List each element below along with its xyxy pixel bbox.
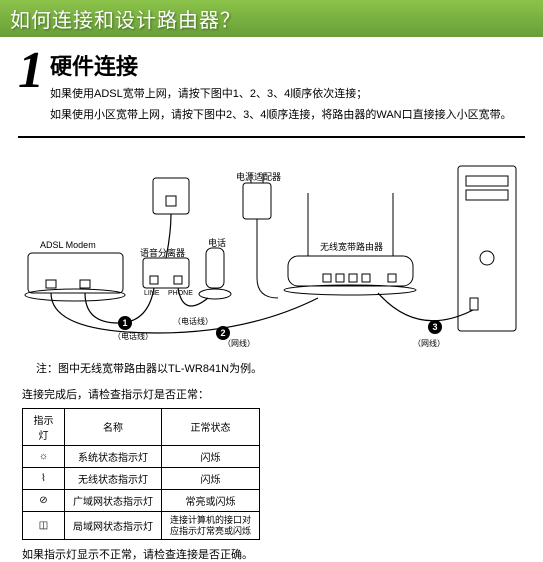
badge-3: 3 bbox=[428, 320, 442, 334]
content: 1 硬件连接 如果使用ADSL宽带上网，请按下图中1、2、3、4顺序依次连接； … bbox=[0, 37, 543, 562]
check-instruction: 连接完成后，请检查指示灯是否正常： bbox=[22, 386, 525, 402]
table-row: ☼ 系统状态指示灯 闪烁 bbox=[23, 445, 260, 467]
footer-note: 如果指示灯显示不正常，请检查连接是否正确。 bbox=[22, 546, 525, 562]
cell-icon: ⊘ bbox=[23, 489, 65, 511]
label-adsl-modem: ADSL Modem bbox=[40, 240, 96, 250]
step-header: 1 硬件连接 如果使用ADSL宽带上网，请按下图中1、2、3、4顺序依次连接； … bbox=[18, 45, 525, 130]
th-status: 正常状态 bbox=[162, 408, 260, 445]
cell-name: 局域网状态指示灯 bbox=[65, 511, 162, 540]
page-banner: 如何连接和设计路由器？ bbox=[0, 0, 543, 37]
label-phone: 电话 bbox=[208, 236, 226, 249]
badge-2: 2 bbox=[216, 326, 230, 340]
badge-1: 1 bbox=[118, 316, 132, 330]
table-header-row: 指示灯 名称 正常状态 bbox=[23, 408, 260, 445]
step-title: 硬件连接 bbox=[50, 49, 512, 81]
cell-icon: ◫ bbox=[23, 511, 65, 540]
label-phoneline-1: （电话线） bbox=[113, 331, 153, 342]
diagram-caption: 注：图中无线宽带路由器以TL-WR841N为例。 bbox=[36, 360, 525, 376]
label-port-line: LINE bbox=[144, 290, 160, 297]
cell-name: 无线状态指示灯 bbox=[65, 467, 162, 489]
cell-name: 广域网状态指示灯 bbox=[65, 489, 162, 511]
divider bbox=[18, 136, 525, 138]
table-row: ⌇ 无线状态指示灯 闪烁 bbox=[23, 467, 260, 489]
th-name: 名称 bbox=[65, 408, 162, 445]
table-row: ◫ 局域网状态指示灯 连接计算机的接口对 应指示灯常亮或闪烁 bbox=[23, 511, 260, 540]
step-number: 1 bbox=[18, 45, 44, 97]
label-netline-2: （网线） bbox=[413, 338, 445, 349]
connection-diagram: ADSL Modem 语音分离器 电话 电源适配器 无线宽带路由器 （电话线） … bbox=[18, 148, 525, 358]
step-line-1: 如果使用ADSL宽带上网，请按下图中1、2、3、4顺序依次连接； bbox=[50, 87, 512, 102]
cell-status: 连接计算机的接口对 应指示灯常亮或闪烁 bbox=[162, 511, 260, 540]
label-adapter: 电源适配器 bbox=[236, 170, 281, 183]
step-line-2: 如果使用小区宽带上网，请按下图中2、3、4顺序连接，将路由器的WAN口直接接入小… bbox=[50, 108, 512, 123]
cell-icon: ☼ bbox=[23, 445, 65, 467]
label-router: 无线宽带路由器 bbox=[320, 240, 383, 253]
cell-status: 常亮或闪烁 bbox=[162, 489, 260, 511]
cell-icon: ⌇ bbox=[23, 467, 65, 489]
th-indicator: 指示灯 bbox=[23, 408, 65, 445]
label-phoneline-2: （电话线） bbox=[173, 316, 213, 327]
cell-status: 闪烁 bbox=[162, 445, 260, 467]
table-row: ⊘ 广域网状态指示灯 常亮或闪烁 bbox=[23, 489, 260, 511]
label-port-phone: PHONE bbox=[168, 290, 193, 297]
cell-name: 系统状态指示灯 bbox=[65, 445, 162, 467]
cell-status: 闪烁 bbox=[162, 467, 260, 489]
label-splitter: 语音分离器 bbox=[140, 246, 185, 259]
indicator-table: 指示灯 名称 正常状态 ☼ 系统状态指示灯 闪烁 ⌇ 无线状态指示灯 闪烁 ⊘ … bbox=[22, 408, 260, 541]
